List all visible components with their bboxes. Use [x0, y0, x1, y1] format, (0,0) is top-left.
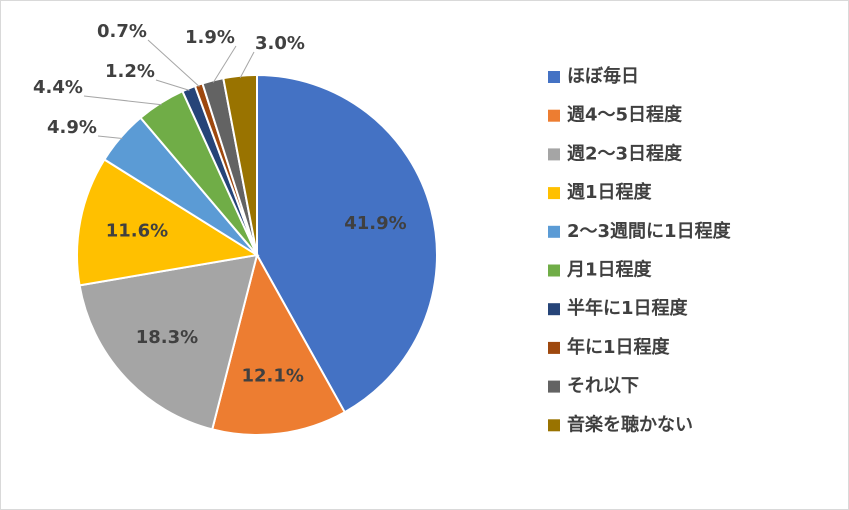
legend-label: 音楽を聴かない	[567, 413, 693, 435]
data-label: 0.7%	[97, 21, 147, 42]
legend-label: 週4〜5日程度	[567, 104, 683, 126]
legend-label: ほぼ毎日	[567, 65, 639, 87]
leader-line	[212, 45, 237, 83]
pie-slice	[78, 253, 259, 431]
data-label: 41.9%	[344, 213, 406, 234]
legend-swatch	[548, 380, 560, 393]
pie-slice	[222, 73, 258, 256]
data-label: 1.2%	[105, 61, 155, 82]
legend-label: それ以下	[567, 376, 639, 397]
data-label: 1.9%	[185, 27, 235, 48]
legend-swatch	[548, 303, 560, 316]
pie-slice	[211, 252, 347, 436]
data-label: 12.1%	[241, 365, 303, 386]
data-label: 18.3%	[136, 327, 198, 348]
legend-label: 2〜3週間に1日程度	[567, 220, 732, 242]
legend-label: 週1日程度	[567, 181, 653, 203]
legend-label: 年に1日程度	[567, 336, 671, 358]
leader-line	[83, 95, 162, 106]
leader-line	[97, 135, 123, 140]
legend-label: 週2〜3日程度	[567, 142, 683, 164]
leader-line	[147, 39, 200, 87]
data-label: 4.9%	[47, 117, 97, 138]
legend-label: 月1日程度	[566, 259, 653, 281]
legend-swatch	[548, 187, 560, 200]
data-label: 4.4%	[33, 77, 83, 98]
leader-line	[239, 51, 255, 79]
leader-line	[155, 79, 190, 91]
data-label: 11.6%	[106, 220, 168, 241]
pie-slice	[76, 158, 260, 287]
data-label: 3.0%	[255, 33, 305, 54]
legend-swatch	[548, 341, 560, 354]
pie-slice	[256, 73, 438, 414]
legend-swatch	[548, 71, 560, 83]
legend-swatch	[548, 264, 560, 277]
legend-swatch	[548, 419, 560, 432]
legend-label: 半年に1日程度	[567, 297, 689, 319]
legend-swatch	[548, 225, 560, 238]
legend-swatch	[548, 148, 560, 161]
legend-swatch	[548, 109, 560, 122]
